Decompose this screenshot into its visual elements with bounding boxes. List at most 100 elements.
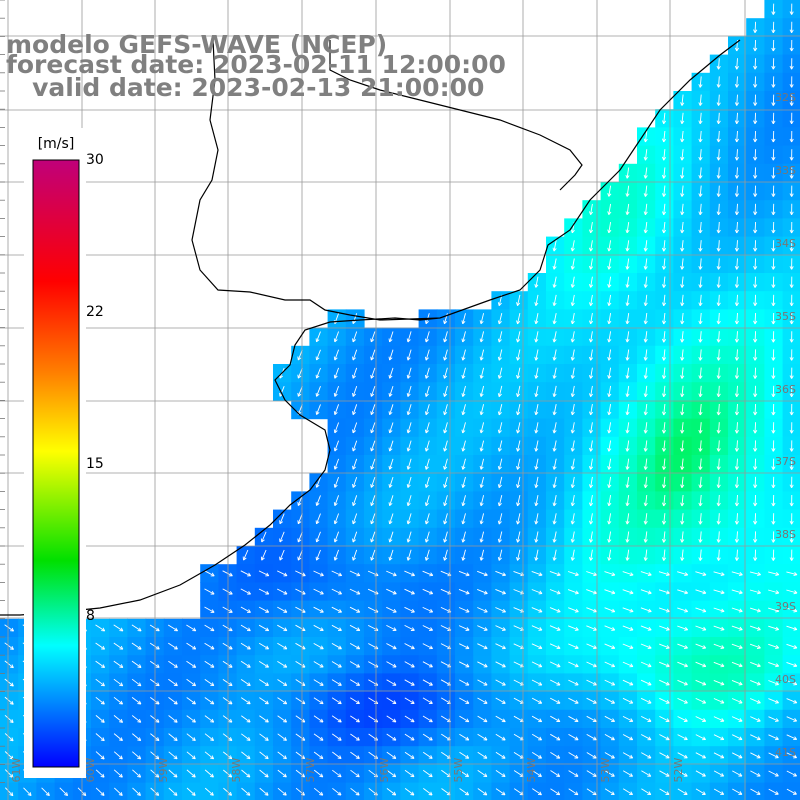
wind-arrow	[771, 331, 776, 343]
wind-arrow	[59, 787, 69, 797]
wind-arrow	[516, 549, 521, 561]
wind-arrow	[734, 294, 739, 307]
wind-arrow	[607, 476, 612, 488]
wind-arrow	[422, 679, 433, 686]
wind-arrow	[607, 458, 612, 470]
wind-arrow	[531, 589, 543, 595]
wind-arrow	[716, 58, 721, 70]
wind-arrow	[313, 697, 324, 705]
wind-arrow	[753, 21, 758, 34]
wind-arrow	[370, 549, 376, 561]
wind-arrow	[4, 642, 14, 650]
wind-arrow	[753, 531, 758, 543]
wind-arrow	[570, 549, 575, 561]
wind-arrow	[277, 697, 288, 705]
wind-arrow	[789, 294, 794, 307]
wind-arrow	[659, 770, 670, 777]
wind-arrow	[422, 606, 434, 613]
wind-arrow	[786, 589, 798, 595]
wind-arrow	[661, 112, 667, 125]
wind-arrow	[753, 258, 758, 270]
wind-arrow	[550, 715, 561, 723]
wind-arrow	[531, 733, 542, 741]
wind-arrow	[223, 787, 233, 796]
wind-cell	[546, 782, 565, 800]
wind-arrow	[132, 787, 141, 796]
wind-arrow	[552, 367, 557, 379]
wind-arrow	[443, 440, 448, 452]
wind-cell	[200, 782, 219, 800]
wind-arrow	[643, 258, 648, 270]
wind-arrow	[406, 385, 412, 397]
wind-arrow	[132, 769, 142, 778]
wind-arrow	[588, 294, 594, 306]
wind-arrow	[753, 94, 758, 106]
wind-arrow	[186, 697, 196, 705]
lon-label: 60W	[84, 757, 97, 782]
wind-arrow	[695, 716, 707, 722]
wind-arrow	[404, 624, 415, 631]
wind-arrow	[422, 715, 433, 723]
wind-arrow	[771, 385, 776, 398]
wind-arrow	[731, 643, 743, 649]
wind-arrow	[352, 422, 358, 434]
wind-arrow	[315, 513, 321, 525]
wind-arrow	[698, 258, 703, 270]
wind-arrow	[568, 625, 579, 631]
wind-arrow	[113, 733, 123, 742]
wind-arrow	[95, 751, 105, 760]
wind-arrow	[534, 313, 539, 325]
wind-arrow	[552, 531, 557, 543]
wind-arrow	[716, 367, 721, 379]
wind-arrow	[132, 733, 142, 742]
wind-arrow	[680, 385, 685, 398]
wind-arrow	[477, 625, 488, 631]
wind-arrow	[404, 570, 415, 577]
wind-arrow	[625, 367, 630, 379]
wind-arrow	[643, 331, 648, 343]
wind-arrow	[640, 715, 652, 722]
wind-arrow	[259, 715, 269, 723]
wind-arrow	[713, 607, 725, 613]
wind-arrow	[277, 733, 287, 741]
wind-arrow	[586, 607, 597, 613]
wind-arrow	[349, 624, 361, 631]
wind-arrow	[516, 385, 521, 397]
wind-arrow	[204, 624, 215, 632]
wind-arrow	[386, 661, 397, 668]
wind-arrow	[734, 167, 739, 179]
wind-arrow	[659, 643, 670, 650]
wind-arrow	[204, 751, 215, 760]
wind-arrow	[186, 678, 197, 687]
wind-arrow	[625, 422, 630, 434]
wind-arrow	[753, 203, 758, 216]
wind-arrow	[607, 367, 612, 379]
wind-cell	[127, 782, 147, 800]
wind-arrow	[240, 660, 251, 668]
wind-arrow	[315, 404, 321, 415]
wind-arrow	[661, 130, 667, 143]
wind-arrow	[588, 385, 594, 397]
wind-arrow	[350, 769, 360, 778]
title-forecast-date: forecast date: 2023-02-11 12:00:00	[6, 50, 506, 79]
wind-arrow	[406, 476, 412, 488]
wind-arrow	[698, 294, 703, 307]
wind-arrow	[240, 624, 251, 632]
wind-arrow	[443, 385, 448, 397]
wind-arrow	[549, 679, 561, 686]
wind-arrow	[698, 331, 703, 343]
wind-arrow	[771, 403, 776, 416]
wind-arrow	[568, 752, 579, 759]
wind-arrow	[4, 733, 14, 742]
wind-arrow	[731, 661, 743, 668]
wind-arrow	[277, 642, 288, 650]
wind-arrow	[258, 624, 270, 632]
wind-arrow	[695, 661, 707, 668]
wind-arrow	[386, 606, 397, 613]
wind-arrow	[516, 531, 521, 543]
wind-arrow	[370, 385, 376, 397]
wind-arrow	[443, 349, 448, 361]
wind-arrow	[771, 221, 776, 234]
wind-arrow	[313, 624, 324, 631]
wind-arrow	[661, 185, 667, 197]
